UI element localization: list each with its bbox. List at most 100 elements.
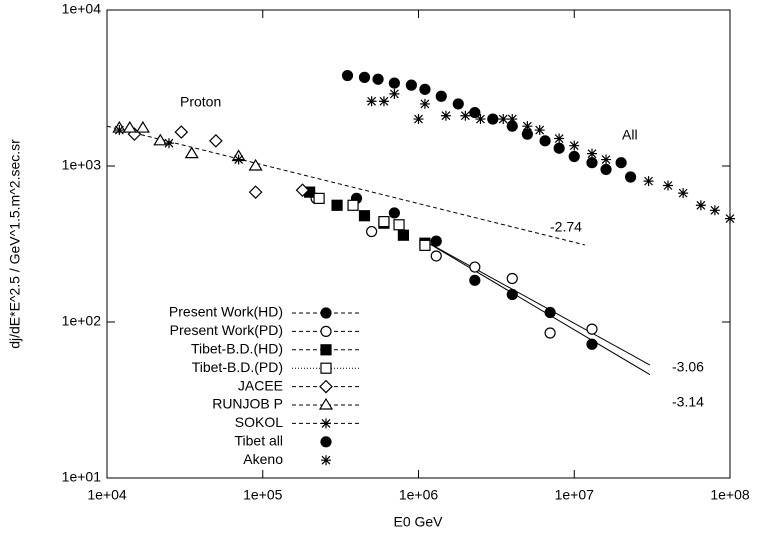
point <box>366 96 377 107</box>
point <box>389 88 400 99</box>
point <box>378 216 390 228</box>
point <box>569 140 580 151</box>
fit-line <box>106 125 585 246</box>
x-tick-label: 1e+08 <box>710 487 750 503</box>
point <box>393 219 405 231</box>
legend-label: JACEE <box>238 377 283 393</box>
x-tick-label: 1e+07 <box>555 487 595 503</box>
point <box>435 90 447 102</box>
fit-line <box>424 240 651 366</box>
legend-label: Tibet all <box>234 433 283 449</box>
legend-label: Tibet-B.D.(HD) <box>191 341 283 357</box>
legend-marker <box>320 307 332 319</box>
point <box>366 225 378 238</box>
legend-label: Tibet-B.D.(PD) <box>192 359 283 375</box>
legend-label: Akeno <box>243 451 283 467</box>
point <box>539 135 551 147</box>
point <box>248 158 263 171</box>
legend-marker <box>320 362 332 374</box>
x-tick-label: 1e+04 <box>87 487 127 503</box>
point <box>347 199 359 211</box>
legend-marker <box>320 325 332 337</box>
point <box>233 154 244 165</box>
point <box>586 157 598 169</box>
point <box>460 110 471 121</box>
point <box>709 205 720 216</box>
point <box>568 150 580 163</box>
point <box>388 77 400 89</box>
point <box>615 157 627 169</box>
point <box>122 120 137 133</box>
point <box>475 114 486 125</box>
point <box>184 146 199 159</box>
point <box>419 98 430 109</box>
x-axis-label: E0 GeV <box>393 514 443 530</box>
point <box>397 229 410 241</box>
point <box>295 183 310 198</box>
point <box>506 288 518 301</box>
point <box>153 133 168 146</box>
point <box>522 121 533 132</box>
fit-label: -3.06 <box>672 359 704 375</box>
point <box>544 327 556 339</box>
y-tick-label: 1e+03 <box>62 157 102 173</box>
legend-marker <box>320 344 332 356</box>
point <box>498 114 509 125</box>
point <box>419 239 431 251</box>
point <box>586 338 598 350</box>
point <box>209 133 223 148</box>
y-tick-label: 1e+04 <box>62 1 102 17</box>
point <box>624 171 637 183</box>
y-tick-label: 1e+02 <box>62 313 102 329</box>
y-axis-label: dj/dE*E^2.5 / GeV^1.5.m^2.sec.sr <box>7 139 23 349</box>
fit-line <box>424 240 651 376</box>
point <box>313 192 325 204</box>
point <box>544 306 556 319</box>
point <box>487 114 498 125</box>
y-tick-label: 1e+01 <box>62 469 102 485</box>
legend-marker <box>320 436 332 448</box>
point <box>388 207 400 219</box>
legend-marker <box>319 379 333 394</box>
legend-marker <box>321 455 331 466</box>
point <box>163 138 174 149</box>
point <box>430 235 442 247</box>
point <box>554 133 565 144</box>
point <box>419 83 431 95</box>
point <box>507 114 518 125</box>
point <box>114 125 125 136</box>
point <box>469 274 481 286</box>
point <box>643 176 654 187</box>
point <box>440 110 451 121</box>
legend-label: SOKOL <box>235 414 283 430</box>
x-tick-label: 1e+05 <box>243 487 283 503</box>
point <box>586 148 597 159</box>
point <box>372 73 384 85</box>
point <box>586 323 598 335</box>
point <box>331 199 343 211</box>
point <box>430 250 442 262</box>
point <box>663 180 674 191</box>
point <box>695 200 706 211</box>
point <box>534 125 545 136</box>
point <box>506 272 518 285</box>
plot-frame <box>106 9 731 479</box>
point <box>452 98 464 110</box>
fit-label: -3.14 <box>672 394 704 410</box>
legend-label: Present Work(HD) <box>169 304 283 320</box>
point <box>469 261 481 273</box>
legend-marker <box>318 397 334 410</box>
point <box>358 210 371 222</box>
point <box>725 213 735 224</box>
point <box>378 96 389 107</box>
point <box>413 114 424 125</box>
point <box>600 163 612 176</box>
point <box>553 142 565 154</box>
point <box>341 69 354 82</box>
legend-label: Present Work(PD) <box>170 322 283 338</box>
legend-marker <box>321 418 331 429</box>
fit-label: -2.74 <box>550 219 582 235</box>
x-tick-label: 1e+06 <box>399 487 439 503</box>
annotation: All <box>622 127 638 143</box>
